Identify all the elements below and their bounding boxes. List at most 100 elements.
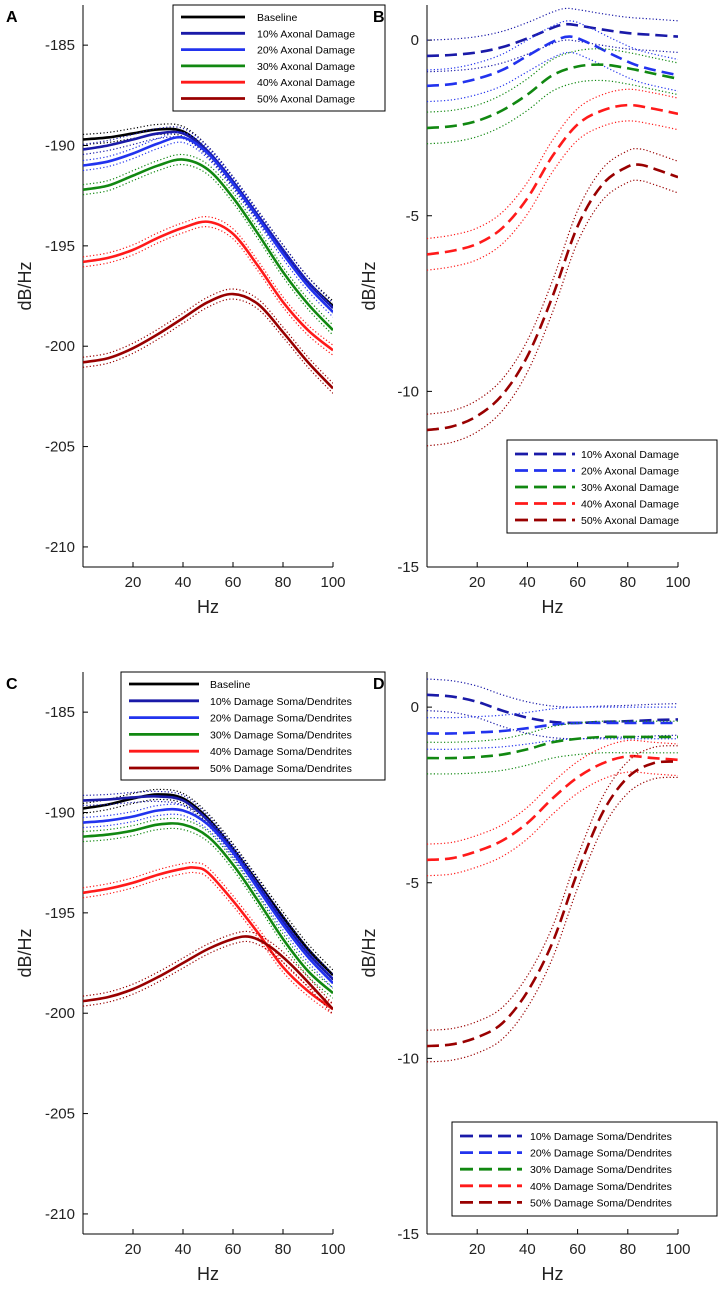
x-tick-label: 100 (665, 574, 690, 591)
y-tick-label: -5 (406, 208, 419, 225)
x-axis-label: Hz (542, 1264, 564, 1284)
series-lower-bound (83, 813, 333, 989)
series-5 (427, 745, 678, 1063)
series-line (427, 63, 678, 130)
series-line (427, 754, 678, 862)
legend-entry-label: 50% Axonal Damage (257, 94, 355, 106)
series-upper-bound (427, 7, 678, 41)
series-upper-bound (83, 803, 333, 979)
legend-entry-label: 50% Damage Soma/Dendrites (530, 1197, 672, 1209)
chart-panel-c: C -185 -190 -195 -200 -205 -210 20 40 60 80 100 Hz dB… (6, 671, 386, 1284)
x-tick-label: 80 (275, 1241, 292, 1258)
series-lower-bound (427, 51, 678, 103)
series-4 (83, 153, 333, 336)
series-line (427, 35, 678, 88)
series-3 (83, 131, 333, 318)
series-lower-bound (83, 298, 333, 394)
series-line (427, 22, 678, 58)
legend-entry-label: 20% Damage Soma/Dendrites (210, 713, 352, 725)
y-tick-label: -210 (45, 539, 75, 556)
x-tick-label: 80 (619, 574, 636, 591)
x-tick-label: 40 (519, 574, 536, 591)
legend-entry-label: 20% Axonal Damage (581, 466, 679, 478)
y-tick-label: -190 (45, 138, 75, 155)
y-tick-label: -185 (45, 704, 75, 721)
legend: Baseline 10% Axonal Damage 20% Axonal Dama… (172, 4, 386, 112)
y-tick-label: 0 (411, 699, 419, 716)
series-line (83, 935, 333, 1011)
y-axis-label: dB/Hz (359, 928, 379, 977)
legend: Baseline 10% Damage Soma/Dendrites 20% Dam… (120, 671, 386, 781)
series-line (83, 135, 333, 313)
series-lower-bound (427, 79, 678, 145)
legend-box (451, 1121, 718, 1217)
series-line (83, 292, 333, 390)
series-lower-bound (83, 163, 333, 336)
series-upper-bound (83, 131, 333, 308)
y-tick-label: -5 (406, 875, 419, 892)
series-upper-bound (83, 216, 333, 346)
x-axis-label: Hz (197, 597, 219, 617)
x-tick-label: 60 (569, 574, 586, 591)
series-upper-bound (427, 48, 678, 113)
panel-label: C (6, 676, 18, 693)
y-tick-label: -10 (397, 1050, 419, 1067)
series-line (83, 158, 333, 332)
series-1 (427, 678, 678, 740)
series-6 (83, 288, 333, 394)
series-lower-bound (83, 827, 333, 999)
series-3 (427, 720, 678, 775)
x-axis-label: Hz (197, 1264, 219, 1284)
panel-label: A (6, 9, 18, 26)
series-5 (83, 861, 333, 1015)
series-upper-bound (83, 126, 333, 304)
x-tick-label: 100 (320, 1241, 345, 1258)
series-upper-bound (83, 930, 333, 1005)
plot-area (83, 123, 333, 394)
series-lower-bound (427, 39, 678, 73)
x-tick-label: 40 (519, 1241, 536, 1258)
y-axis-label: dB/Hz (359, 261, 379, 310)
legend-entry-label: 50% Damage Soma/Dendrites (210, 763, 352, 775)
series-line (83, 127, 333, 308)
y-tick-label: -200 (45, 338, 75, 355)
series-3 (427, 48, 678, 145)
legend: 10% Damage Soma/Dendrites 20% Damage Soma… (451, 1121, 718, 1217)
series-line (83, 220, 333, 352)
y-tick-label: -205 (45, 439, 75, 456)
series-line (427, 103, 678, 256)
x-tick-label: 20 (125, 1241, 142, 1258)
series-5 (83, 216, 333, 356)
y-tick-label: -190 (45, 805, 75, 822)
series-4 (427, 739, 678, 877)
series-line (427, 721, 678, 735)
y-tick-label: -200 (45, 1005, 75, 1022)
chart-panel-a: A -185 -190 -195 -200 -205 -210 20 40 60 80 100 Hz dB… (6, 4, 386, 617)
legend-entry-label: 10% Damage Soma/Dendrites (210, 696, 352, 708)
legend: 10% Axonal Damage 20% Axonal Damage 30% Ax… (506, 439, 718, 534)
series-lower-bound (83, 226, 333, 356)
series-upper-bound (83, 153, 333, 326)
y-tick-label: 0 (411, 32, 419, 49)
series-1 (83, 788, 333, 981)
legend-entry-label: 20% Damage Soma/Dendrites (530, 1148, 672, 1160)
series-upper-bound (427, 745, 678, 1031)
x-tick-label: 80 (619, 1241, 636, 1258)
series-upper-bound (427, 147, 678, 415)
legend-box (120, 671, 386, 781)
y-tick-label: -15 (397, 559, 419, 576)
plot-area (427, 7, 678, 447)
legend-entry-label: Baseline (210, 679, 250, 691)
legend-entry-label: 30% Damage Soma/Dendrites (530, 1164, 672, 1176)
x-tick-label: 20 (125, 574, 142, 591)
x-tick-label: 20 (469, 1241, 486, 1258)
x-tick-label: 60 (225, 1241, 242, 1258)
legend-entry-label: 50% Axonal Damage (581, 515, 679, 527)
x-axis-label: Hz (542, 597, 564, 617)
series-5 (427, 147, 678, 447)
series-line (83, 807, 333, 985)
series-line (83, 822, 333, 995)
series-line (427, 163, 678, 432)
legend-entry-label: 10% Damage Soma/Dendrites (530, 1131, 672, 1143)
